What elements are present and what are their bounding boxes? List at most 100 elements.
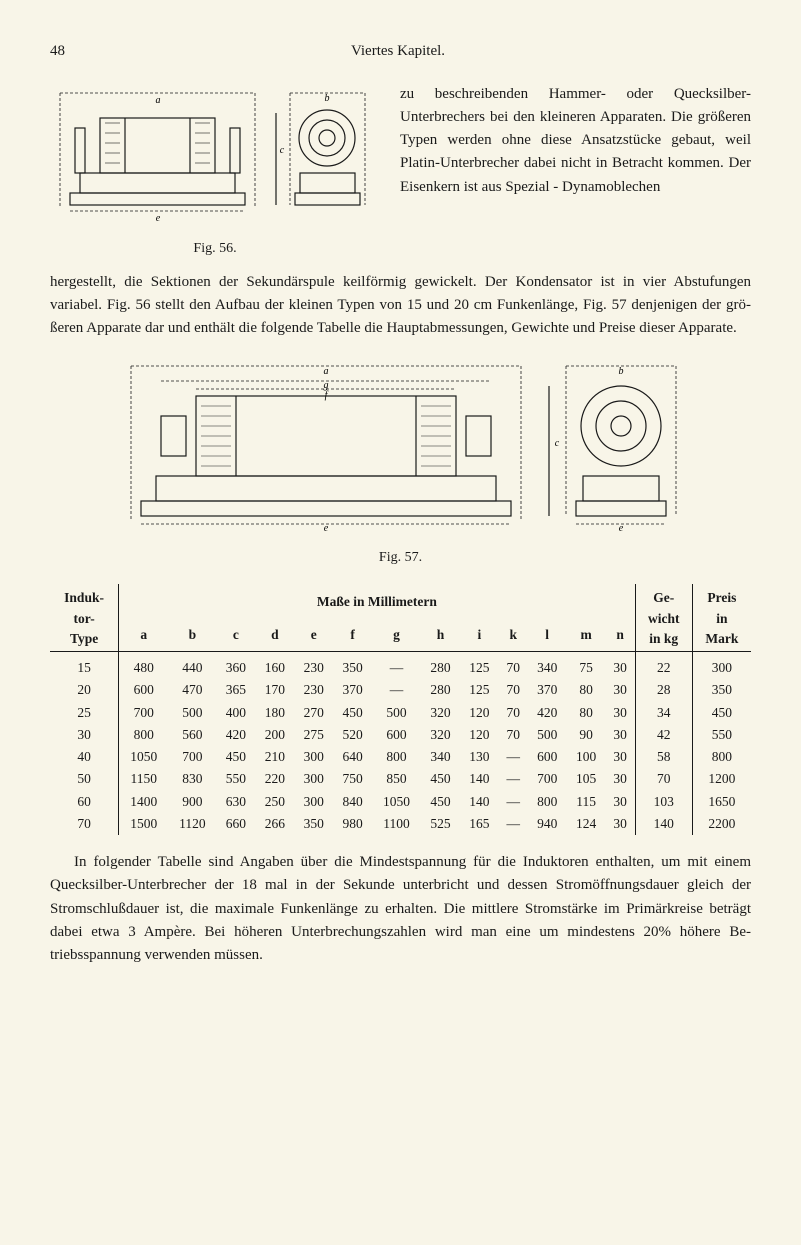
cell-value: 180 <box>255 702 294 724</box>
cell-price: 2200 <box>692 813 751 835</box>
cell-price: 1650 <box>692 791 751 813</box>
col-header-g: g <box>372 619 421 652</box>
cell-value: 980 <box>333 813 372 835</box>
cell-weight: 22 <box>635 652 692 680</box>
col-header-c: c <box>216 619 255 652</box>
chapter-title: Viertes Kapitel. <box>351 40 445 63</box>
table-row: 6014009006302503008401050450140—80011530… <box>50 791 751 813</box>
cell-value: 160 <box>255 652 294 680</box>
svg-text:e: e <box>323 523 328 531</box>
cell-value: 840 <box>333 791 372 813</box>
header-masse: Maße in Millimetern <box>119 584 636 619</box>
cell-type: 70 <box>50 813 119 835</box>
cell-value: 525 <box>421 813 460 835</box>
cell-value: 800 <box>528 791 567 813</box>
cell-weight: 58 <box>635 746 692 768</box>
cell-value: 520 <box>333 724 372 746</box>
cell-value: 400 <box>216 702 255 724</box>
cell-value: 600 <box>528 746 567 768</box>
cell-value: 830 <box>168 768 216 790</box>
col-header-b: b <box>168 619 216 652</box>
cell-value: 280 <box>421 652 460 680</box>
cell-value: — <box>372 652 421 680</box>
cell-value: 70 <box>499 724 528 746</box>
svg-text:c: c <box>280 145 285 156</box>
header-type: Induk-tor-Type <box>50 584 119 651</box>
col-header-m: m <box>567 619 606 652</box>
cell-type: 40 <box>50 746 119 768</box>
top-text: zu beschreibenden Hammer- oder Quecksilb… <box>400 83 751 259</box>
cell-weight: 28 <box>635 679 692 701</box>
cell-value: 70 <box>499 652 528 680</box>
cell-value: 370 <box>528 679 567 701</box>
cell-value: 1100 <box>372 813 421 835</box>
cell-value: 630 <box>216 791 255 813</box>
cell-value: 120 <box>460 724 499 746</box>
svg-text:c: c <box>554 438 559 449</box>
cell-value: 80 <box>567 679 606 701</box>
cell-value: 1050 <box>372 791 421 813</box>
cell-price: 550 <box>692 724 751 746</box>
cell-value: 340 <box>421 746 460 768</box>
dimensions-table: Induk-tor-Type Maße in Millimetern Ge-wi… <box>50 584 751 835</box>
cell-type: 25 <box>50 702 119 724</box>
cell-value: — <box>499 813 528 835</box>
fig56-diagram: a e b c <box>50 83 380 228</box>
col-header-l: l <box>528 619 567 652</box>
cell-value: 450 <box>333 702 372 724</box>
cell-value: 266 <box>255 813 294 835</box>
cell-value: 1500 <box>119 813 169 835</box>
col-header-d: d <box>255 619 294 652</box>
table-row: 3080056042020027552060032012070500903042… <box>50 724 751 746</box>
cell-value: 320 <box>421 702 460 724</box>
col-header-k: k <box>499 619 528 652</box>
cell-value: 370 <box>333 679 372 701</box>
cell-value: 230 <box>294 652 333 680</box>
cell-value: 140 <box>460 791 499 813</box>
cell-value: 420 <box>528 702 567 724</box>
cell-value: 600 <box>372 724 421 746</box>
cell-value: 210 <box>255 746 294 768</box>
page-number: 48 <box>50 40 65 63</box>
cell-value: 470 <box>168 679 216 701</box>
bottom-text: In folgender Tabelle sind Angaben über d… <box>50 851 751 967</box>
cell-weight: 42 <box>635 724 692 746</box>
cell-value: 940 <box>528 813 567 835</box>
cell-value: 30 <box>606 768 636 790</box>
cell-value: 120 <box>460 702 499 724</box>
cell-weight: 140 <box>635 813 692 835</box>
cell-value: 1050 <box>119 746 169 768</box>
cell-value: 1400 <box>119 791 169 813</box>
table-row: 401050700450210300640800340130—600100305… <box>50 746 751 768</box>
top-section: a e b c Fig. 56. zu beschreibenden Hamme… <box>50 83 751 259</box>
col-header-n: n <box>606 619 636 652</box>
cell-value: 480 <box>119 652 169 680</box>
cell-value: 700 <box>119 702 169 724</box>
cell-value: 420 <box>216 724 255 746</box>
fig57-diagram: a g f e b c e <box>101 356 701 531</box>
svg-text:a: a <box>156 95 161 106</box>
cell-value: 75 <box>567 652 606 680</box>
cell-type: 60 <box>50 791 119 813</box>
fig57-caption: Fig. 57. <box>50 547 751 568</box>
cell-value: 365 <box>216 679 255 701</box>
svg-text:b: b <box>325 93 330 104</box>
header-price: PreisinMark <box>692 584 751 651</box>
table-row: 2570050040018027045050032012070420803034… <box>50 702 751 724</box>
cell-value: 450 <box>421 791 460 813</box>
cell-value: 500 <box>168 702 216 724</box>
cell-value: 500 <box>528 724 567 746</box>
cell-value: 30 <box>606 791 636 813</box>
page-header: 48 Viertes Kapitel. <box>50 40 751 63</box>
cell-value: 200 <box>255 724 294 746</box>
cell-value: 70 <box>499 679 528 701</box>
cell-value: 30 <box>606 702 636 724</box>
cell-value: 105 <box>567 768 606 790</box>
svg-text:e: e <box>618 523 623 531</box>
cell-value: 220 <box>255 768 294 790</box>
cell-value: 280 <box>421 679 460 701</box>
fig57-container: a g f e b c e <box>50 356 751 539</box>
cell-price: 300 <box>692 652 751 680</box>
header-weight: Ge-wichtin kg <box>635 584 692 651</box>
cell-value: 30 <box>606 679 636 701</box>
